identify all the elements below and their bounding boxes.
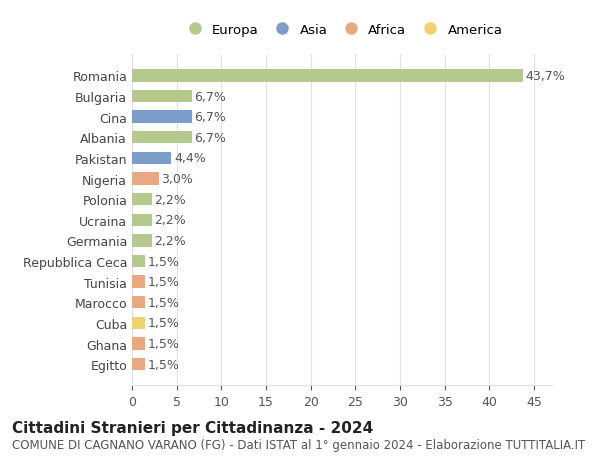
- Text: 2,2%: 2,2%: [154, 193, 186, 206]
- Bar: [132, 297, 145, 309]
- Text: 6,7%: 6,7%: [194, 90, 226, 103]
- Text: 1,5%: 1,5%: [148, 337, 180, 350]
- Text: 2,2%: 2,2%: [154, 214, 186, 227]
- Bar: [132, 70, 523, 83]
- Bar: [132, 111, 192, 123]
- Text: 1,5%: 1,5%: [148, 275, 180, 289]
- Text: 3,0%: 3,0%: [161, 173, 193, 185]
- Text: 2,2%: 2,2%: [154, 235, 186, 247]
- Text: 1,5%: 1,5%: [148, 317, 180, 330]
- Text: Cittadini Stranieri per Cittadinanza - 2024: Cittadini Stranieri per Cittadinanza - 2…: [12, 420, 373, 435]
- Bar: [132, 91, 192, 103]
- Bar: [132, 317, 145, 330]
- Bar: [132, 152, 172, 165]
- Bar: [132, 255, 145, 268]
- Bar: [132, 132, 192, 144]
- Text: 6,7%: 6,7%: [194, 132, 226, 145]
- Bar: [132, 276, 145, 288]
- Bar: [132, 173, 159, 185]
- Text: 4,4%: 4,4%: [174, 152, 206, 165]
- Text: 6,7%: 6,7%: [194, 111, 226, 124]
- Bar: [132, 358, 145, 370]
- Bar: [132, 194, 152, 206]
- Text: 1,5%: 1,5%: [148, 296, 180, 309]
- Legend: Europa, Asia, Africa, America: Europa, Asia, Africa, America: [176, 19, 508, 42]
- Text: COMUNE DI CAGNANO VARANO (FG) - Dati ISTAT al 1° gennaio 2024 - Elaborazione TUT: COMUNE DI CAGNANO VARANO (FG) - Dati IST…: [12, 438, 585, 451]
- Text: 1,5%: 1,5%: [148, 255, 180, 268]
- Text: 43,7%: 43,7%: [525, 70, 565, 83]
- Text: 1,5%: 1,5%: [148, 358, 180, 371]
- Bar: [132, 214, 152, 226]
- Bar: [132, 235, 152, 247]
- Bar: [132, 338, 145, 350]
